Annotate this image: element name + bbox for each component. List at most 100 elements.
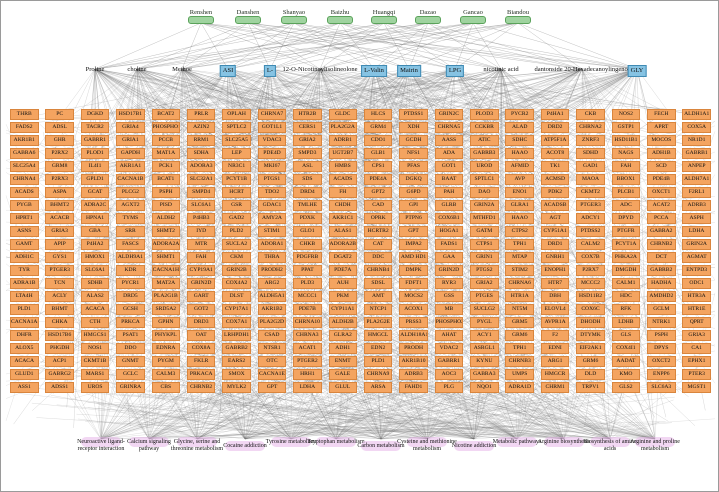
target-node[interactable]: VDAC2 [434,343,464,354]
pathway-node[interactable]: Biosynthesis of amino acids [579,437,641,453]
target-node[interactable]: STIM1 [257,226,287,237]
target-node[interactable]: DAO [470,187,499,198]
compound-node[interactable]: Proline [85,66,105,73]
target-node[interactable]: AGXT2 [116,200,145,211]
target-node[interactable]: ELOVL4 [540,304,570,315]
target-node[interactable]: SLC6A3 [647,382,676,393]
target-node[interactable]: PLA2G2E [363,317,393,328]
target-node[interactable]: CTPS1 [470,239,499,250]
target-node[interactable]: PDGFRB [293,252,322,263]
target-node[interactable]: ADH1C [10,252,39,263]
target-node[interactable]: AMT [363,291,393,302]
target-node[interactable]: DMGDH [611,265,641,276]
target-node[interactable]: PYGL [470,317,499,328]
target-node[interactable]: PDE7A [328,265,358,276]
target-node[interactable]: EARS2 [222,356,251,367]
target-node[interactable]: UROD [470,161,499,172]
compound-node[interactable]: Methoe [172,66,192,73]
target-node[interactable]: PCCA [647,213,676,224]
target-node[interactable]: AMY2A [257,213,287,224]
herb-node[interactable]: Gancao [460,9,486,24]
target-node[interactable]: GABRA3 [470,369,499,380]
target-node[interactable]: LTA4H [10,291,39,302]
target-node[interactable]: HMGCL [363,330,393,341]
target-node[interactable]: HCRT [222,187,251,198]
target-node[interactable]: GAA [434,252,464,263]
target-node[interactable]: MOCS2 [399,291,428,302]
pathway-node[interactable]: Calcium signaling pathway [118,437,180,453]
target-node[interactable]: NTRK1 [647,317,676,328]
target-node[interactable]: ADSL [45,122,74,133]
target-node[interactable]: GLB1 [363,148,393,159]
target-node[interactable]: PTDSS1 [399,109,428,120]
target-node[interactable]: TCN [45,278,74,289]
target-node[interactable]: GATM [470,226,499,237]
target-node[interactable]: APRT [647,122,676,133]
target-node[interactable]: PDE4A [363,174,393,185]
target-node[interactable]: OTC [257,356,287,367]
target-node[interactable]: AADAT [611,356,641,367]
target-node[interactable]: HTR7 [540,278,570,289]
target-node[interactable]: CHDH [328,200,358,211]
target-node[interactable]: ACADS [328,174,358,185]
target-node[interactable]: SUCLA2 [222,239,251,250]
target-node[interactable]: NT5M [505,304,534,315]
target-node[interactable]: DPYS [647,343,676,354]
target-node[interactable]: FAHD1 [399,382,428,393]
target-node[interactable]: HLCS [363,109,393,120]
target-node[interactable]: ACAT1 [293,343,322,354]
target-node[interactable]: GNMT [116,356,145,367]
target-node[interactable]: APIP [45,239,74,250]
target-node[interactable]: FASCS [116,239,145,250]
target-node[interactable]: SLC25A5 [222,135,251,146]
target-node[interactable]: CALM2 [576,239,605,250]
target-node[interactable]: ENTPD3 [682,265,711,276]
target-node[interactable]: PSAT1 [116,330,145,341]
target-node[interactable]: ANPEP [682,161,711,172]
target-node[interactable]: PLOD3 [470,109,499,120]
target-node[interactable]: CHRNA2 [576,122,605,133]
target-node[interactable]: P2RX7 [576,265,605,276]
target-node[interactable]: FAH [611,161,641,172]
target-node[interactable]: SLC6A1 [80,265,110,276]
target-node[interactable]: GSS [434,291,464,302]
target-node[interactable]: CALM3 [151,369,181,380]
target-node[interactable]: ENO1 [505,187,534,198]
target-node[interactable]: PTGER3 [45,265,74,276]
target-node[interactable]: CAD [363,200,393,211]
herb-node[interactable]: Huangqi [371,9,397,24]
target-node[interactable]: STIM2 [505,265,534,276]
target-node[interactable]: ACY1 [470,330,499,341]
target-node[interactable]: AVPR1A [540,317,570,328]
target-node[interactable]: SHMT1 [151,252,181,263]
target-node[interactable]: ADRB1 [328,135,358,146]
compound-node[interactable]: nicotinic acid [483,66,519,73]
target-node[interactable]: DPYD [611,213,641,224]
target-node[interactable]: ALDH7A1 [682,174,711,185]
target-node[interactable]: ADORA3 [186,161,216,172]
target-node[interactable]: GRIN2A [682,239,711,250]
target-node[interactable]: UROS [80,382,110,393]
pathway-node[interactable]: Arginine and proline metabolism [624,437,686,453]
target-node[interactable]: P4HB3 [186,213,216,224]
target-node[interactable]: OXCT2 [647,356,676,367]
target-node[interactable]: MYLK2 [222,382,251,393]
target-node[interactable]: GRM8 [45,161,74,172]
target-node[interactable]: GSTP1 [611,122,641,133]
target-node[interactable]: AGMAT [682,252,711,263]
target-node[interactable]: GRIN2B [222,265,251,276]
herb-node[interactable]: Danshen [235,9,261,24]
target-node[interactable]: ALAS2 [80,291,110,302]
target-node[interactable]: GABRG2 [45,369,74,380]
target-node[interactable]: NTCP1 [363,304,393,315]
target-node[interactable]: SLC6A1 [186,200,216,211]
target-node[interactable]: CPS1 [363,161,393,172]
target-node[interactable]: PRLR [186,109,216,120]
target-node[interactable]: MCCC1 [293,291,322,302]
target-node[interactable]: HSD11B2 [576,291,605,302]
target-node[interactable]: P2RX3 [45,174,74,185]
target-node[interactable]: IL4I1 [80,161,110,172]
target-node[interactable]: GLRA2 [328,330,358,341]
target-node[interactable]: TYMS [116,213,145,224]
target-node[interactable]: EIF2AK1 [576,343,605,354]
